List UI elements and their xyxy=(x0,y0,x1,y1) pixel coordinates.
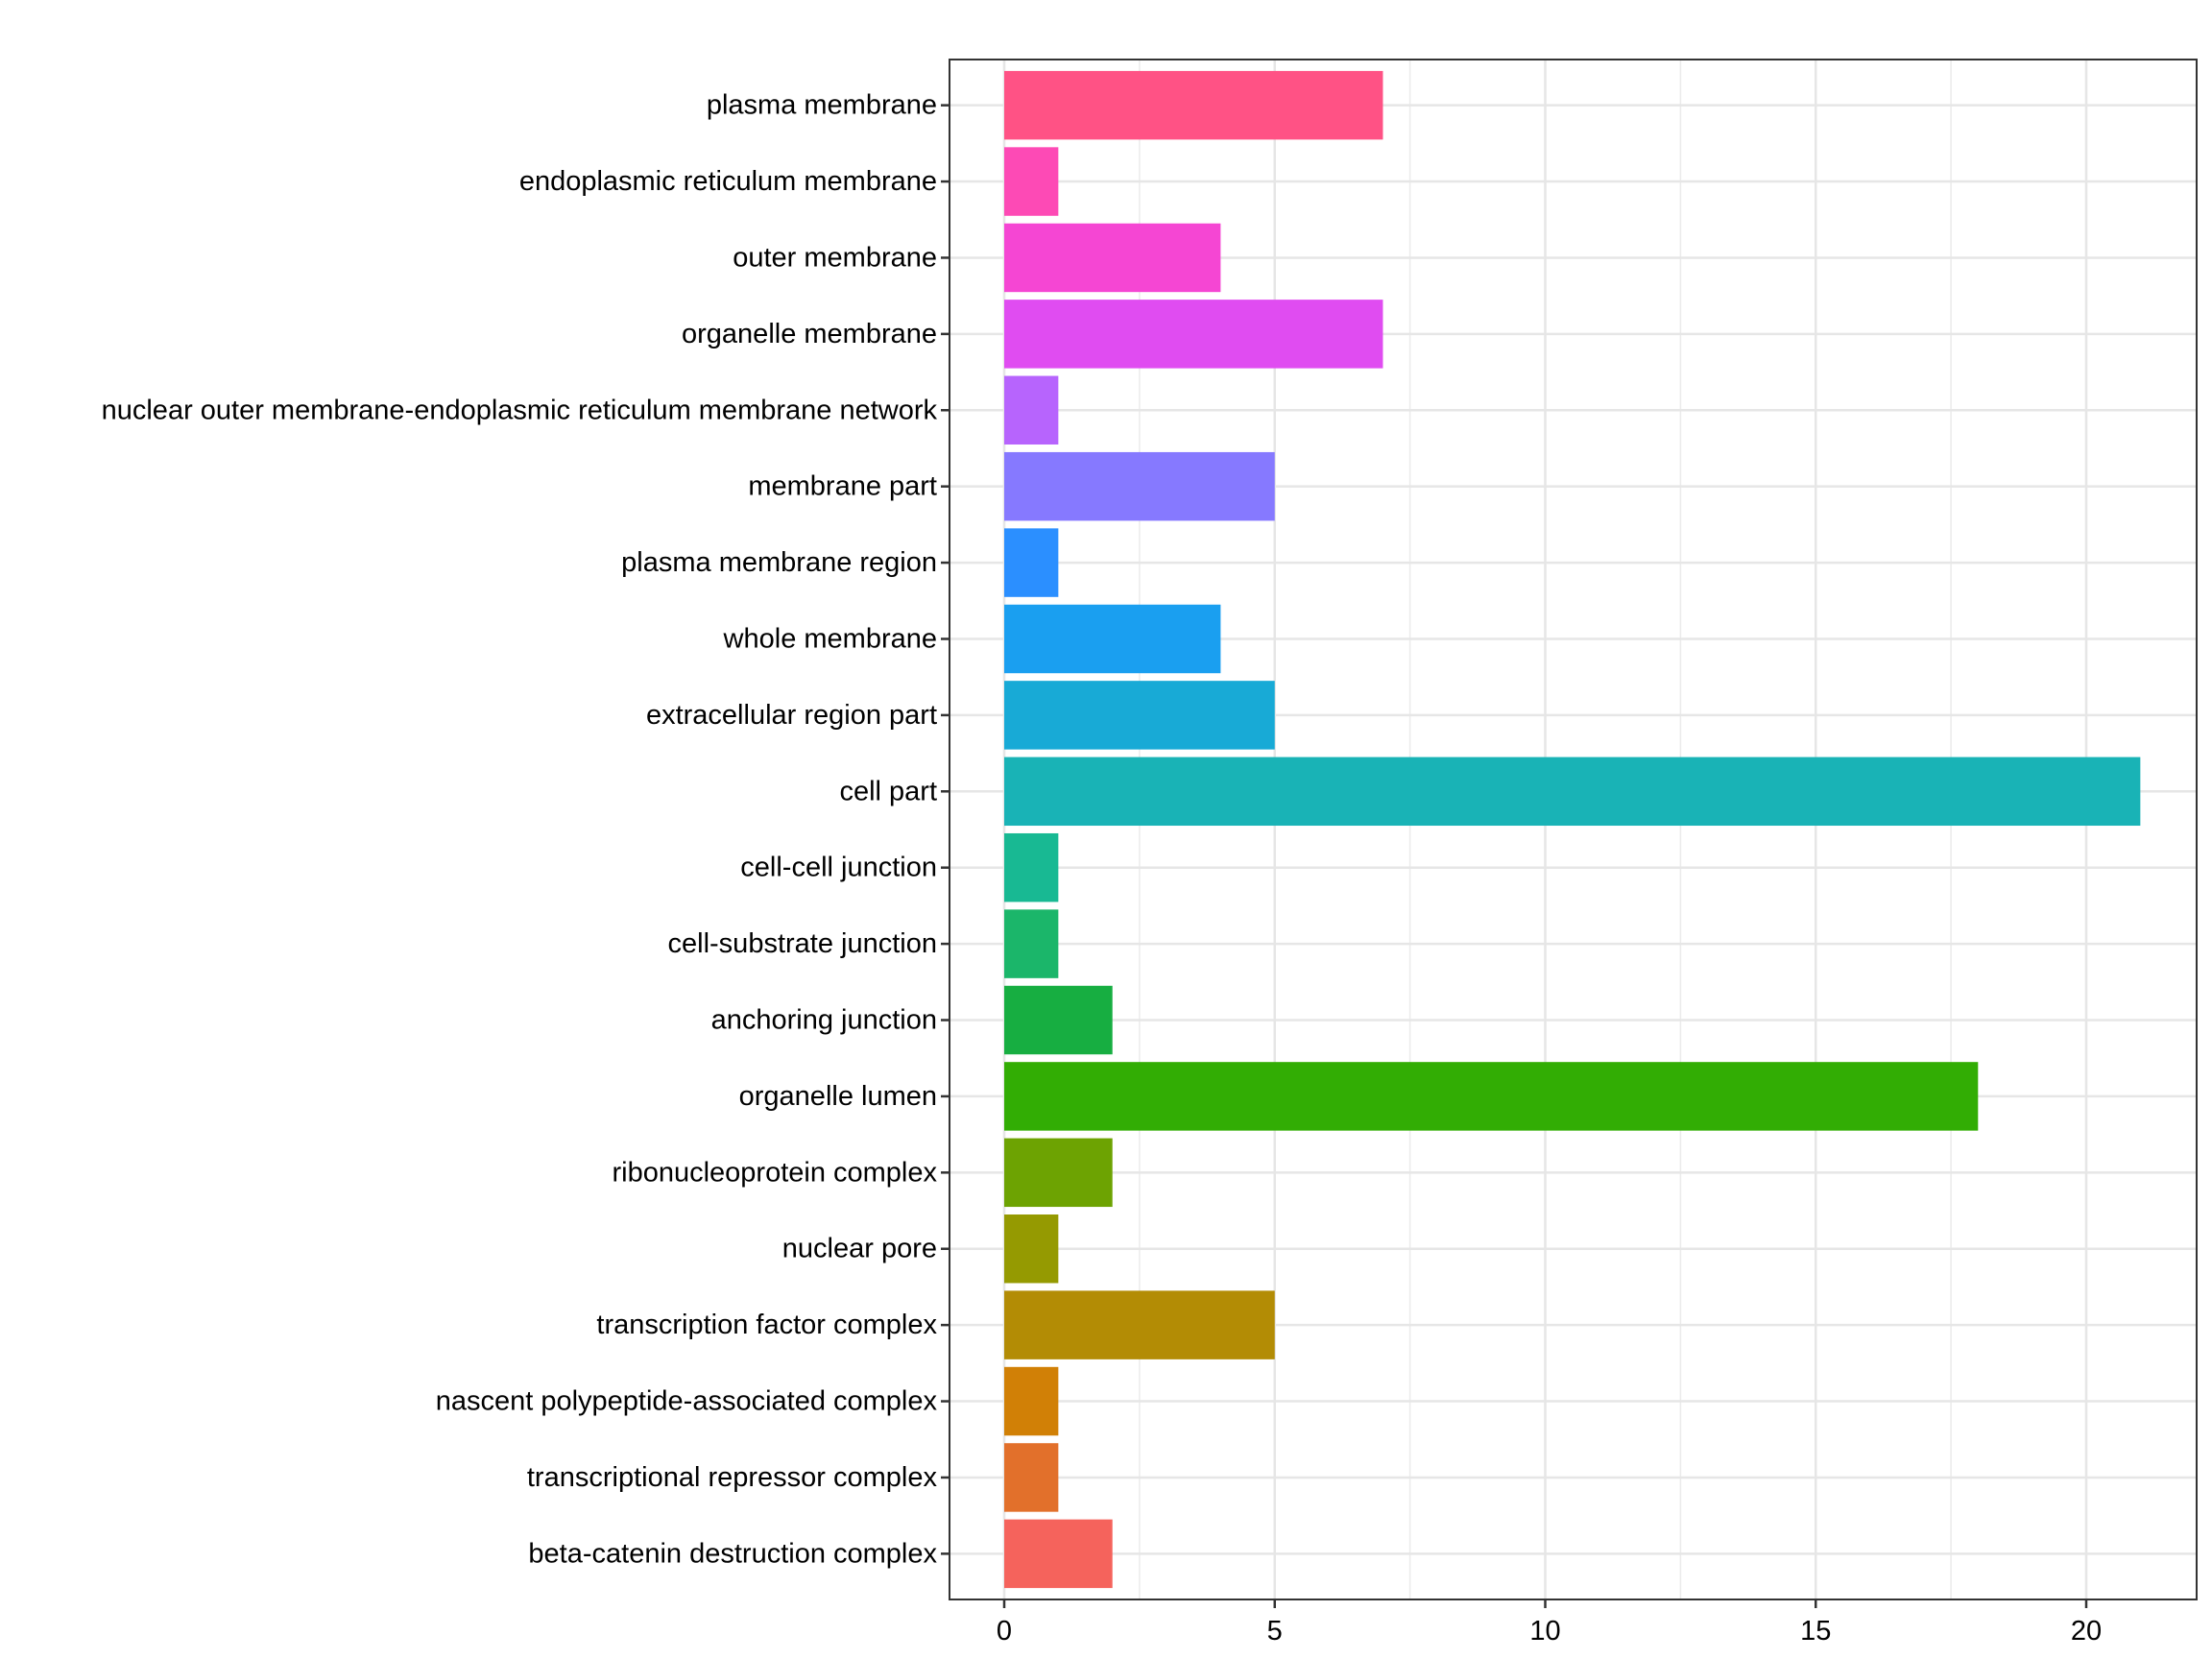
x-tick-label: 10 xyxy=(1529,1616,1560,1647)
bar xyxy=(1004,757,2141,827)
bar xyxy=(1004,832,1059,902)
bar xyxy=(1004,1519,1113,1589)
y-tick-label: organelle lumen xyxy=(739,1081,937,1112)
y-tick-label: nascent polypeptide-associated complex xyxy=(436,1386,938,1417)
y-axis: plasma membrane endoplasmic reticulum mem… xyxy=(102,90,950,1569)
x-tick-label: 0 xyxy=(997,1616,1012,1647)
y-tick-label: plasma membrane region xyxy=(621,547,937,578)
bar xyxy=(1004,300,1383,369)
panel-border xyxy=(949,59,2198,1600)
bar xyxy=(1004,909,1059,978)
y-tick-label: transcriptional repressor complex xyxy=(527,1462,938,1493)
bar xyxy=(1004,681,1275,750)
y-tick-label: cell part xyxy=(839,776,937,806)
y-tick-label: plasma membrane xyxy=(707,90,937,121)
y-tick-label: cell-substrate junction xyxy=(668,928,937,959)
y-tick-label: organelle membrane xyxy=(682,319,937,349)
bar xyxy=(1004,1062,1979,1131)
y-tick-label: beta-catenin destruction complex xyxy=(528,1538,937,1569)
bar xyxy=(1004,451,1275,521)
y-tick-label: transcription factor complex xyxy=(596,1310,937,1340)
bar xyxy=(1004,375,1059,445)
y-tick-label: ribonucleoprotein complex xyxy=(612,1157,937,1188)
bar xyxy=(1004,223,1221,293)
y-tick-label: endoplasmic reticulum membrane xyxy=(519,166,937,197)
y-tick-label: cell-cell junction xyxy=(740,853,937,883)
bars xyxy=(1004,70,2141,1589)
bar xyxy=(1004,1138,1113,1208)
y-tick-label: nuclear pore xyxy=(782,1234,937,1264)
x-tick-label: 20 xyxy=(2071,1616,2102,1647)
y-tick-label: outer membrane xyxy=(733,242,937,273)
y-tick-label: extracellular region part xyxy=(646,700,937,731)
bar xyxy=(1004,1290,1275,1359)
bar xyxy=(1004,1366,1059,1436)
x-tick-label: 5 xyxy=(1267,1616,1283,1647)
y-tick-label: nuclear outer membrane-endoplasmic retic… xyxy=(102,395,938,425)
bar xyxy=(1004,604,1221,674)
bar xyxy=(1004,1214,1059,1284)
bar xyxy=(1004,985,1113,1055)
bar xyxy=(1004,70,1383,140)
bar xyxy=(1004,528,1059,597)
y-tick-label: membrane part xyxy=(748,471,937,502)
x-axis: 0 5 10 15 20 xyxy=(997,1599,2102,1647)
bar xyxy=(1004,147,1059,216)
bar xyxy=(1004,1443,1059,1512)
y-tick-label: whole membrane xyxy=(723,623,937,654)
x-tick-label: 15 xyxy=(1800,1616,1831,1647)
y-tick-label: anchoring junction xyxy=(711,1005,937,1036)
